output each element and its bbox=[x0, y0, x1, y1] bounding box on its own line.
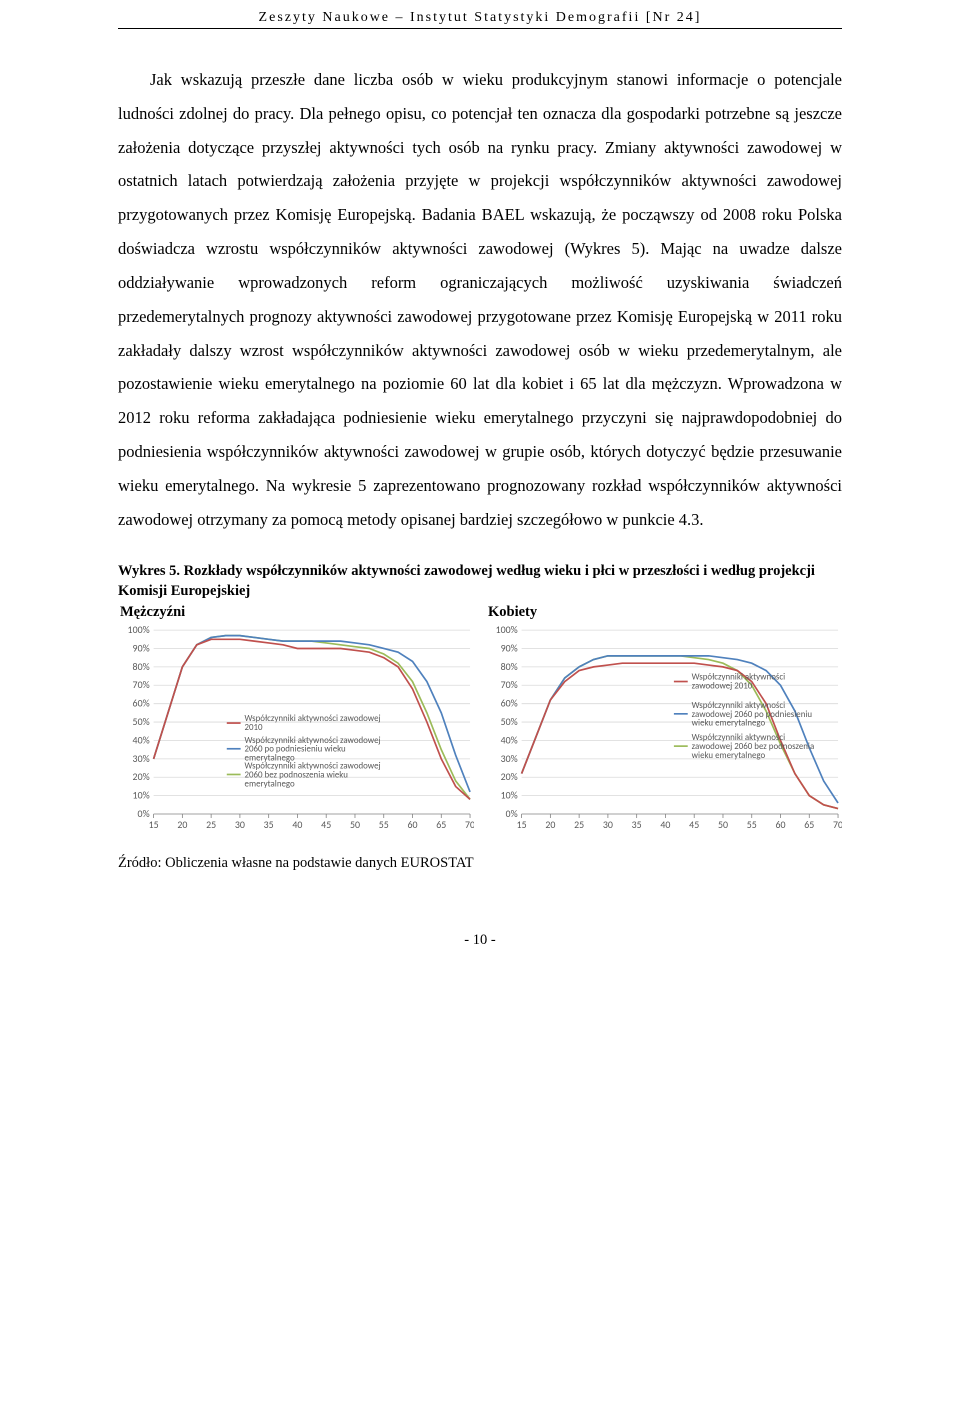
svg-text:30: 30 bbox=[235, 818, 245, 830]
chart-women-column: Kobiety 0%10%20%30%40%50%60%70%80%90%100… bbox=[486, 604, 842, 833]
svg-text:60: 60 bbox=[776, 818, 786, 830]
svg-text:60%: 60% bbox=[501, 697, 518, 709]
svg-text:wieku emerytalnego: wieku emerytalnego bbox=[692, 750, 766, 760]
svg-text:15: 15 bbox=[517, 818, 527, 830]
chart-women: 0%10%20%30%40%50%60%70%80%90%100%1520253… bbox=[486, 623, 842, 833]
svg-text:80%: 80% bbox=[133, 660, 150, 672]
svg-text:25: 25 bbox=[574, 818, 584, 830]
svg-text:30: 30 bbox=[603, 818, 613, 830]
svg-text:20: 20 bbox=[545, 818, 555, 830]
svg-text:70: 70 bbox=[465, 818, 474, 830]
page-number: - 10 - bbox=[118, 932, 842, 969]
svg-text:90%: 90% bbox=[133, 642, 150, 654]
chart-women-svg: 0%10%20%30%40%50%60%70%80%90%100%1520253… bbox=[486, 623, 842, 833]
svg-text:90%: 90% bbox=[501, 642, 518, 654]
svg-text:30%: 30% bbox=[133, 752, 150, 764]
svg-text:60: 60 bbox=[408, 818, 418, 830]
svg-text:50%: 50% bbox=[501, 716, 518, 728]
svg-text:2010: 2010 bbox=[245, 722, 263, 732]
main-paragraph: Jak wskazują przeszłe dane liczba osób w… bbox=[118, 63, 842, 536]
svg-text:Współczynniki aktywności zawod: Współczynniki aktywności zawodowej bbox=[245, 714, 381, 724]
svg-text:100%: 100% bbox=[128, 624, 150, 636]
svg-text:50: 50 bbox=[350, 818, 360, 830]
charts-row: Mężczyźni 0%10%20%30%40%50%60%70%80%90%1… bbox=[118, 604, 842, 833]
svg-text:45: 45 bbox=[689, 818, 699, 830]
body-text-block: Jak wskazują przeszłe dane liczba osób w… bbox=[118, 63, 842, 536]
svg-text:40: 40 bbox=[660, 818, 670, 830]
svg-text:50: 50 bbox=[718, 818, 728, 830]
svg-text:45: 45 bbox=[321, 818, 331, 830]
svg-text:10%: 10% bbox=[133, 789, 150, 801]
svg-text:80%: 80% bbox=[501, 660, 518, 672]
chart-men-label: Mężczyźni bbox=[120, 604, 474, 621]
chart-men: 0%10%20%30%40%50%60%70%80%90%100%1520253… bbox=[118, 623, 474, 833]
svg-text:65: 65 bbox=[436, 818, 446, 830]
svg-text:20%: 20% bbox=[133, 771, 150, 783]
svg-text:zawodowej 2010: zawodowej 2010 bbox=[692, 681, 753, 691]
chart-women-label: Kobiety bbox=[488, 604, 842, 621]
chart-men-column: Mężczyźni 0%10%20%30%40%50%60%70%80%90%1… bbox=[118, 604, 474, 833]
figure-caption: Wykres 5. Rozkłady współczynników aktywn… bbox=[118, 562, 842, 601]
svg-text:35: 35 bbox=[632, 818, 642, 830]
svg-text:10%: 10% bbox=[501, 789, 518, 801]
svg-text:40: 40 bbox=[292, 818, 302, 830]
svg-text:100%: 100% bbox=[496, 624, 518, 636]
svg-text:20: 20 bbox=[177, 818, 187, 830]
svg-text:60%: 60% bbox=[133, 697, 150, 709]
svg-text:30%: 30% bbox=[501, 752, 518, 764]
svg-text:35: 35 bbox=[264, 818, 274, 830]
svg-text:70%: 70% bbox=[133, 679, 150, 691]
running-head: Zeszyty Naukowe – Instytut Statystyki De… bbox=[118, 0, 842, 29]
chart-men-svg: 0%10%20%30%40%50%60%70%80%90%100%1520253… bbox=[118, 623, 474, 833]
svg-text:15: 15 bbox=[149, 818, 159, 830]
svg-text:70%: 70% bbox=[501, 679, 518, 691]
svg-text:70: 70 bbox=[833, 818, 842, 830]
svg-text:40%: 40% bbox=[133, 734, 150, 746]
svg-text:55: 55 bbox=[747, 818, 757, 830]
svg-text:25: 25 bbox=[206, 818, 216, 830]
svg-text:emerytalnego: emerytalnego bbox=[245, 779, 295, 789]
svg-text:65: 65 bbox=[804, 818, 814, 830]
svg-text:55: 55 bbox=[379, 818, 389, 830]
svg-text:wieku emerytalnego: wieku emerytalnego bbox=[692, 718, 766, 728]
svg-text:20%: 20% bbox=[501, 771, 518, 783]
figure-source: Źródło: Obliczenia własne na podstawie d… bbox=[118, 855, 842, 872]
svg-text:50%: 50% bbox=[133, 716, 150, 728]
svg-text:40%: 40% bbox=[501, 734, 518, 746]
